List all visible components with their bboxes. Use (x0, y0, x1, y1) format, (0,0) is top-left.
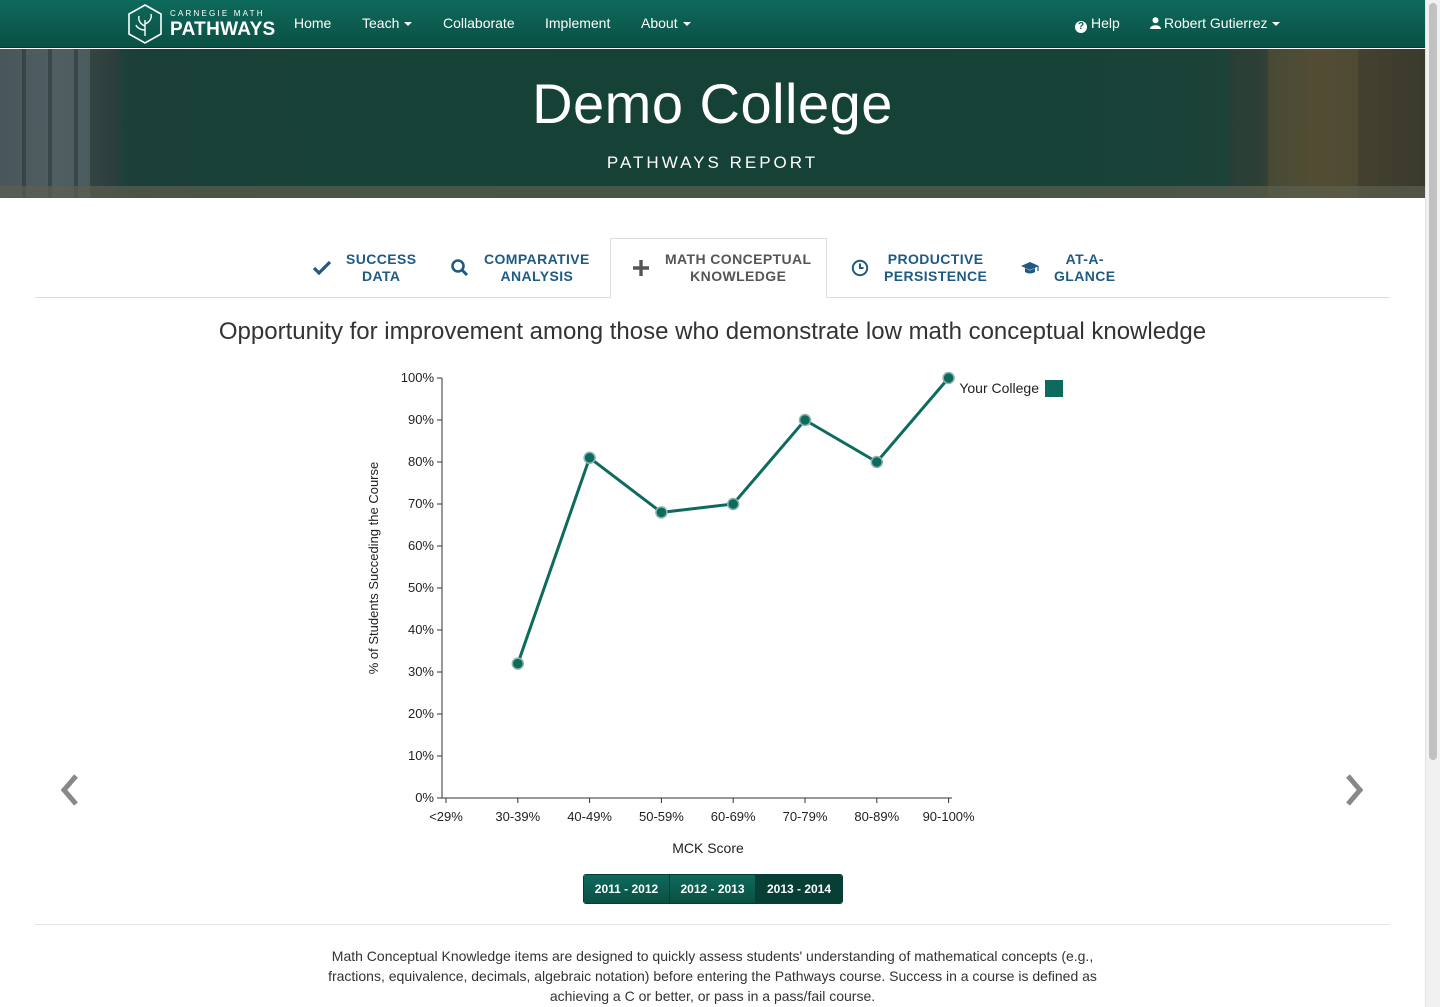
chevron-left-icon[interactable] (58, 772, 82, 808)
x-tick-label: 30-39% (495, 809, 540, 824)
nav-user-menu[interactable]: Robert Gutierrez (1150, 15, 1281, 31)
page-scrollbar[interactable] (1425, 0, 1440, 1007)
x-tick-label: <29% (429, 809, 463, 824)
mck-description: Math Conceptual Knowledge items are desi… (328, 948, 1097, 1004)
data-point[interactable] (511, 657, 525, 670)
data-point[interactable] (798, 413, 812, 427)
chevron-right-icon[interactable] (1342, 772, 1366, 808)
logo-small-text: CARNEGIE MATH (170, 8, 265, 18)
y-tick-label: 60% (408, 538, 434, 553)
hero-background-window (0, 49, 90, 198)
content-divider (35, 924, 1390, 925)
legend-swatch (1045, 380, 1063, 397)
year-selector: 2011 - 2012 2012 - 2013 2013 - 2014 (583, 874, 843, 904)
report-subtitle: PATHWAYS REPORT (606, 153, 819, 172)
hero-background-chalkboard (120, 49, 1230, 189)
x-tick-label: 60-69% (711, 809, 756, 824)
college-title: Demo College (532, 72, 893, 135)
nav-teach[interactable]: Teach (362, 15, 413, 31)
nav-help[interactable]: ? Help (1075, 15, 1120, 33)
y-tick-label: 30% (408, 664, 434, 679)
data-point[interactable] (655, 506, 668, 519)
data-point[interactable] (726, 497, 740, 511)
nav-implement[interactable]: Implement (545, 15, 611, 31)
x-tick-label: 50-59% (639, 809, 684, 824)
nav-collaborate[interactable]: Collaborate (443, 15, 515, 31)
y-axis-label: % of Students Succeding the Course (366, 462, 381, 674)
y-tick-label: 70% (408, 496, 434, 511)
x-tick-label: 70-79% (783, 809, 828, 824)
x-tick-label: 80-89% (854, 809, 899, 824)
clock-icon (851, 259, 869, 277)
x-tick-label: 90-100% (923, 809, 975, 824)
nav-about[interactable]: About (641, 15, 691, 31)
y-tick-label: 80% (408, 454, 434, 469)
year-button-2011-2012[interactable]: 2011 - 2012 (584, 875, 670, 903)
chevron-down-icon (1272, 22, 1281, 27)
tab-math-conceptual-knowledge[interactable]: MATH CONCEPTUAL KNOWLEDGE (610, 238, 827, 298)
hero-background-ledge (0, 186, 1425, 198)
logo-big-text: PATHWAYS (170, 18, 276, 40)
y-tick-label: 10% (408, 748, 434, 763)
year-button-2013-2014[interactable]: 2013 - 2014 (756, 875, 842, 903)
scrollbar-thumb[interactable] (1429, 3, 1437, 760)
top-navbar: CARNEGIE MATH PATHWAYS Home Teach Collab… (0, 0, 1425, 48)
hero-banner: Demo College PATHWAYS REPORT (0, 49, 1425, 198)
tab-comparative-analysis[interactable]: COMPARATIVE ANALYSIS (450, 238, 600, 298)
chart-title: Opportunity for improvement among those … (218, 318, 1207, 345)
data-point[interactable] (870, 455, 884, 469)
tab-at-a-glance[interactable]: AT-A- GLANCE (1020, 238, 1130, 298)
y-tick-label: 0% (415, 790, 434, 805)
graduation-cap-icon (1021, 262, 1039, 274)
x-tick-label: 40-49% (567, 809, 612, 824)
tab-productive-persistence[interactable]: PRODUCTIVE PERSISTENCE (850, 238, 990, 298)
data-point[interactable] (583, 451, 596, 465)
check-icon (312, 260, 332, 276)
series-line-your-college (516, 377, 950, 665)
chevron-down-icon (404, 22, 413, 27)
plus-icon (633, 260, 649, 276)
y-tick-label: 20% (408, 706, 434, 721)
search-icon (451, 259, 469, 277)
pathways-logo[interactable]: CARNEGIE MATH PATHWAYS (128, 4, 276, 44)
nav-home[interactable]: Home (294, 15, 332, 31)
y-tick-label: 100% (401, 370, 435, 385)
user-icon (1150, 17, 1161, 29)
year-button-2012-2013[interactable]: 2012 - 2013 (670, 875, 756, 903)
x-axis-label: MCK Score (672, 840, 744, 856)
tab-success-data[interactable]: SUCCESS DATA (312, 238, 422, 298)
question-circle-icon: ? (1075, 21, 1087, 33)
hero-background-door (1268, 49, 1358, 198)
y-tick-label: 50% (408, 580, 434, 595)
mck-line-chart: 0% 10% 20% 30% 40% 50% 60% 70% 80% 90% 100% <29% 30… (366, 370, 1063, 856)
logo-hexagon-icon (128, 4, 162, 44)
y-tick-label: 90% (408, 412, 434, 427)
data-point[interactable] (942, 371, 955, 385)
chevron-down-icon (682, 22, 691, 27)
y-tick-label: 40% (408, 622, 434, 637)
legend-label: Your College (959, 380, 1039, 396)
